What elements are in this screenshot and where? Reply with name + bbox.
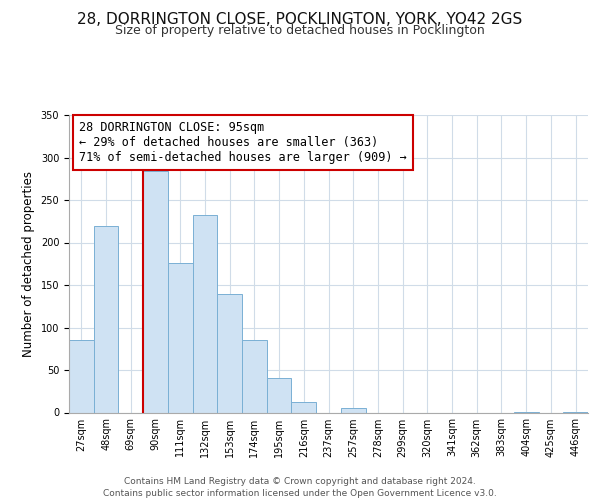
Text: Contains HM Land Registry data © Crown copyright and database right 2024.
Contai: Contains HM Land Registry data © Crown c… (103, 476, 497, 498)
Text: 28 DORRINGTON CLOSE: 95sqm
← 29% of detached houses are smaller (363)
71% of sem: 28 DORRINGTON CLOSE: 95sqm ← 29% of deta… (79, 121, 407, 164)
Bar (341, 408, 365, 412)
Bar (242, 340, 267, 412)
Bar (292, 402, 316, 412)
Bar (267, 378, 292, 412)
Bar (217, 294, 242, 412)
Bar (143, 171, 168, 412)
Text: 28, DORRINGTON CLOSE, POCKLINGTON, YORK, YO42 2GS: 28, DORRINGTON CLOSE, POCKLINGTON, YORK,… (77, 12, 523, 28)
Bar (168, 263, 193, 412)
Y-axis label: Number of detached properties: Number of detached properties (22, 171, 35, 357)
Text: Size of property relative to detached houses in Pocklington: Size of property relative to detached ho… (115, 24, 485, 37)
Bar (69, 340, 94, 412)
Bar (94, 226, 118, 412)
Bar (193, 216, 217, 412)
